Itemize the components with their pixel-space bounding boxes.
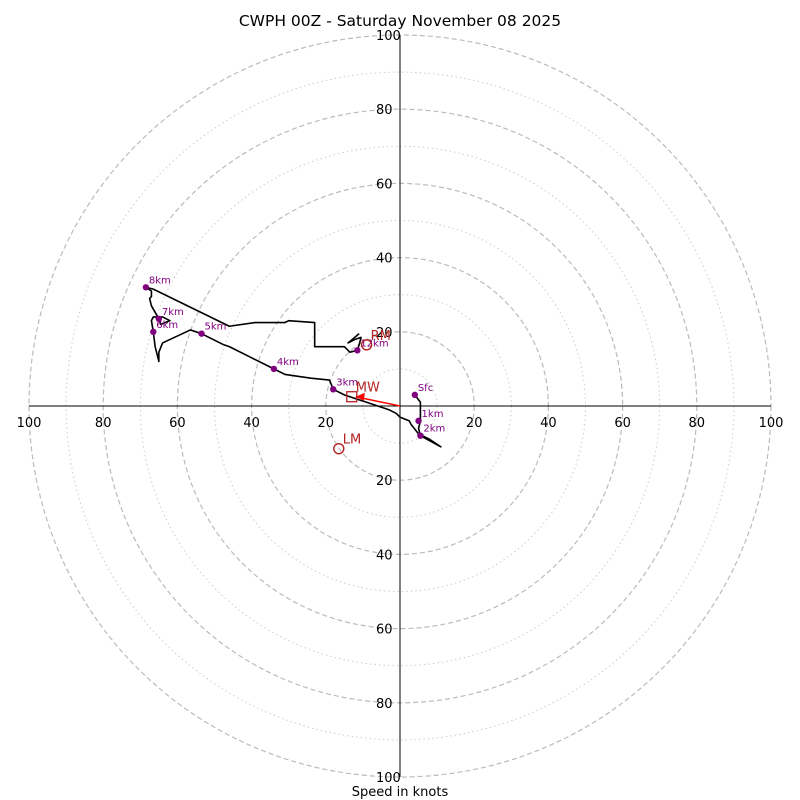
height-marker-dot: [150, 328, 157, 335]
storm-motion-label: LM: [343, 433, 361, 448]
height-marker-label: 12km: [360, 338, 388, 349]
height-marker-dot: [155, 315, 163, 323]
storm-motion-marker: [333, 442, 345, 455]
chart-title: CWPH 00Z - Saturday November 08 2025: [239, 12, 561, 30]
x-tick-label: 40: [243, 416, 260, 431]
mean-wind-marker: [346, 391, 358, 403]
mean-wind-arrowhead: [355, 392, 365, 401]
storm-motion-marker: [360, 339, 373, 351]
height-marker-label: 4km: [277, 357, 299, 368]
y-tick-label: 100: [376, 771, 401, 786]
height-marker-label: 8km: [149, 275, 171, 286]
tick-labels: 100 80 60 40 20 20 40 60 80 100 100 80 60 40 20 20 40 60 8…: [17, 29, 784, 786]
height-marker-dot: [270, 365, 278, 373]
x-tick-label: 20: [318, 416, 335, 431]
height-marker-label: Sfc: [418, 383, 433, 394]
y-tick-label: 100: [376, 29, 401, 44]
x-tick-label: 60: [169, 416, 186, 431]
height-marker-dot: [417, 432, 424, 439]
height-marker-dot: [411, 391, 419, 399]
x-tick-label: 60: [614, 416, 631, 431]
x-tick-label: 40: [540, 416, 557, 431]
hodograph-trace: [145, 286, 442, 448]
hodograph-trace-group: [145, 286, 442, 448]
y-tick-label: 60: [376, 177, 393, 192]
height-marker-label: 6km: [156, 320, 178, 331]
y-tick-label: 80: [376, 697, 393, 712]
y-tick-label: 40: [376, 548, 393, 563]
height-marker-label: 7km: [162, 307, 184, 318]
x-tick-label: 100: [759, 416, 784, 431]
y-tick-label: 80: [376, 103, 393, 118]
height-marker-label: 3km: [336, 377, 358, 388]
x-tick-label: 80: [689, 416, 706, 431]
height-marker-dot: [354, 347, 361, 354]
x-tick-label: 80: [95, 416, 112, 431]
y-tick-label: 20: [376, 474, 393, 489]
height-marker-label: 1km: [422, 409, 444, 420]
x-tick-label: 100: [17, 416, 42, 431]
height-marker-label: 2km: [423, 424, 445, 435]
height-marker-label: 5km: [205, 322, 227, 333]
height-marker-dot: [142, 284, 150, 291]
y-tick-label: 40: [376, 252, 393, 267]
storm-motion-label: RM: [371, 329, 391, 344]
height-marker-dot: [198, 330, 205, 337]
mean-wind-vector-group: [355, 392, 401, 407]
x-axis-label: Speed in knots: [352, 785, 449, 800]
storm-motion-markers: RM LM MW: [333, 329, 391, 455]
height-marker-dot: [330, 386, 337, 393]
y-tick-label: 20: [376, 326, 393, 341]
storm-motion-label: MW: [356, 381, 380, 396]
height-markers: Sfc 1km 2km 3km 4km 5km 6km 7km 8km 12km: [142, 275, 445, 439]
x-tick-label: 20: [466, 416, 483, 431]
y-tick-label: 60: [376, 623, 393, 638]
height-marker-dot: [415, 417, 422, 425]
